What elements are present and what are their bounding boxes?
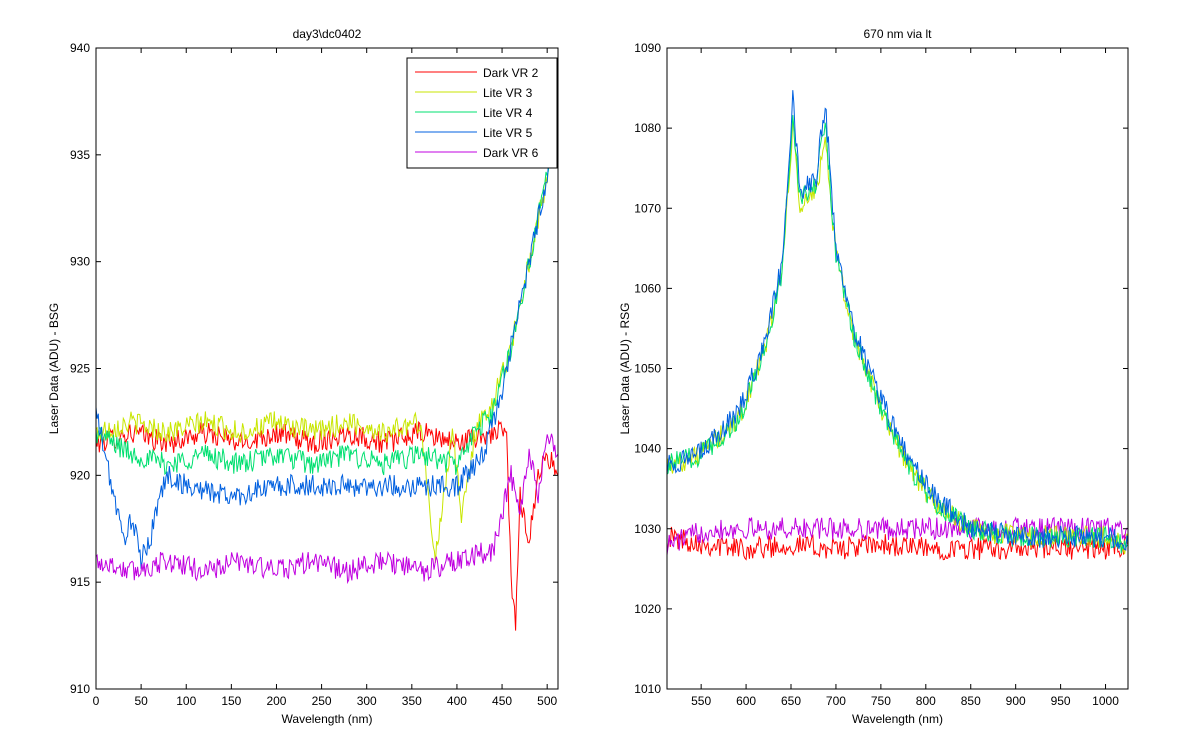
y-tick-label: 1030: [634, 522, 661, 536]
y-tick-label: 935: [70, 148, 90, 162]
legend-label: Lite VR 3: [483, 86, 533, 100]
x-tick-label: 1000: [1092, 694, 1119, 708]
x-axis-label: Wavelength (nm): [852, 712, 943, 726]
y-tick-label: 930: [70, 255, 90, 269]
series-line-4: [667, 115, 1128, 554]
x-tick-label: 500: [537, 694, 557, 708]
x-tick-label: 350: [402, 694, 422, 708]
y-tick-label: 940: [70, 41, 90, 55]
series-line-5: [667, 90, 1128, 551]
x-tick-label: 0: [93, 694, 100, 708]
legend: Dark VR 2 Lite VR 3 Lite VR 4 Lite VR 5 Dark…: [406, 57, 558, 169]
x-tick-label: 800: [916, 694, 936, 708]
chart-title: 670 nm via lt: [863, 27, 932, 41]
y-tick-label: 1010: [634, 682, 661, 696]
legend-label: Lite VR 5: [483, 126, 533, 140]
y-tick-label: 1070: [634, 201, 661, 215]
x-tick-label: 100: [176, 694, 196, 708]
y-tick-label: 925: [70, 362, 90, 376]
x-axis-label: Wavelength (nm): [282, 712, 373, 726]
y-tick-label: 915: [70, 575, 90, 589]
series-group: [96, 110, 558, 631]
y-tick-label: 1040: [634, 442, 661, 456]
series-group: [667, 90, 1128, 561]
y-tick-label: 1060: [634, 281, 661, 295]
y-axis-label: Laser Data (ADU) - RSG: [618, 302, 632, 434]
x-tick-label: 150: [221, 694, 241, 708]
x-tick-label: 200: [266, 694, 286, 708]
x-tick-label: 450: [492, 694, 512, 708]
x-tick-label: 650: [781, 694, 801, 708]
series-line-1: [96, 419, 558, 631]
x-tick-label: 250: [312, 694, 332, 708]
y-tick-label: 1090: [634, 41, 661, 55]
y-tick-label: 920: [70, 468, 90, 482]
legend-box: [406, 57, 558, 169]
series-line-3: [96, 112, 558, 476]
plot-frame: [666, 47, 1129, 690]
x-tick-label: 300: [357, 694, 377, 708]
x-tick-label: 950: [1051, 694, 1071, 708]
legend-label: Lite VR 4: [483, 106, 533, 120]
x-tick-label: 900: [1006, 694, 1026, 708]
chart-panel-right: 550 600 650 700 750 800 850 900 950 1000 1010 1020 1…: [618, 27, 1129, 726]
chart-title: day3\dc0402: [293, 27, 362, 41]
y-tick-label: 1020: [634, 602, 661, 616]
series-line-4: [96, 111, 558, 569]
legend-label: Dark VR 6: [483, 146, 539, 160]
x-tick-label: 700: [826, 694, 846, 708]
y-tick-label: 910: [70, 682, 90, 696]
x-tick-label: 550: [691, 694, 711, 708]
y-tick-label: 1080: [634, 121, 661, 135]
series-line-3: [667, 117, 1128, 555]
series-line-2: [96, 110, 558, 563]
y-tick-label: 1050: [634, 362, 661, 376]
x-tick-label: 50: [134, 694, 148, 708]
x-tick-label: 400: [447, 694, 467, 708]
x-tick-label: 600: [736, 694, 756, 708]
chart-panel-left: 0 50 100 150 200 250 300 350 400 450 500 910 915 920 9…: [47, 27, 559, 726]
x-tick-label: 850: [961, 694, 981, 708]
x-tick-label: 750: [871, 694, 891, 708]
y-axis-label: Laser Data (ADU) - BSG: [47, 303, 61, 434]
series-line-5: [96, 433, 558, 585]
legend-label: Dark VR 2: [483, 66, 539, 80]
